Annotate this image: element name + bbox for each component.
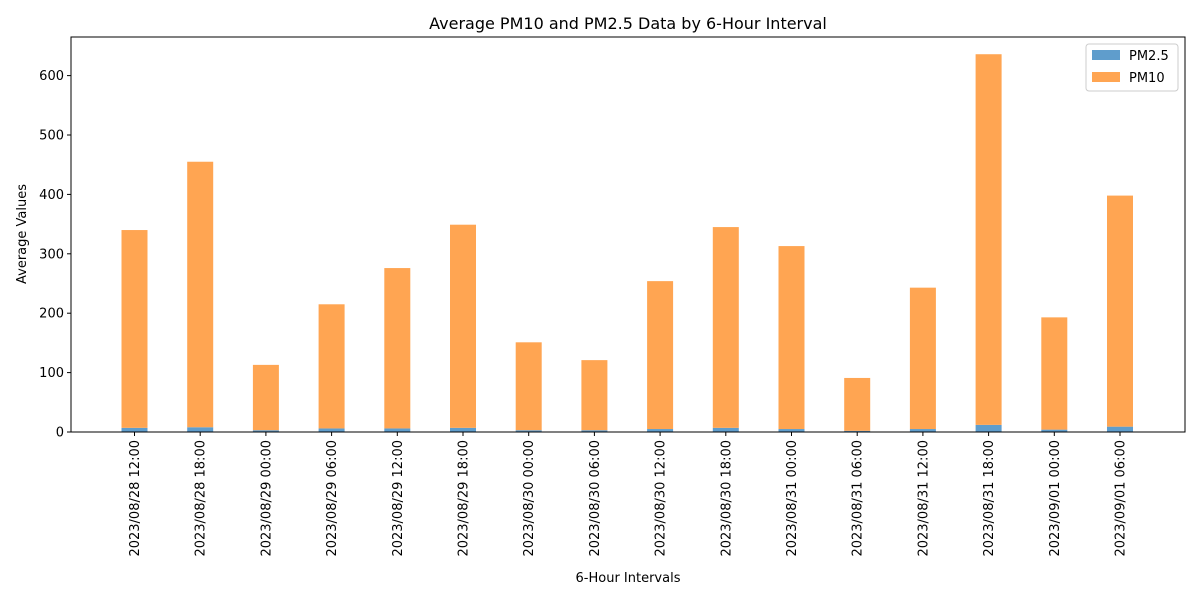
bar-pm25 <box>252 430 279 432</box>
x-tick-label: 2023/08/29 12:00 <box>391 440 406 557</box>
bar-pm25 <box>581 430 608 432</box>
x-axis-label: 6-Hour Intervals <box>576 571 681 586</box>
bar-pm10 <box>1041 317 1068 430</box>
legend-swatch-pm10 <box>1092 72 1120 82</box>
bar-pm10 <box>844 377 871 431</box>
y-tick-label: 500 <box>39 129 64 144</box>
legend-label-pm10: PM10 <box>1129 71 1165 86</box>
x-tick-label: 2023/08/28 18:00 <box>194 440 209 557</box>
x-tick-label: 2023/09/01 00:00 <box>1048 440 1063 557</box>
y-axis-ticks: 0 100 200 300 400 500 600 <box>39 69 71 441</box>
bar-pm10 <box>975 54 1002 425</box>
bar-pm25 <box>121 427 148 432</box>
x-tick-label: 2023/08/31 00:00 <box>785 440 800 557</box>
chart-title: Average PM10 and PM2.5 Data by 6-Hour In… <box>429 14 827 33</box>
bar-pm25 <box>1041 429 1068 432</box>
bar-pm25 <box>1107 426 1133 432</box>
bar-pm25 <box>778 429 805 432</box>
x-axis-ticks: 2023/08/28 12:00 2023/08/28 18:00 2023/08/… <box>128 432 1129 557</box>
bar-pm10 <box>318 304 345 429</box>
x-tick-label: 2023/08/31 12:00 <box>916 440 931 557</box>
x-tick-label: 2023/08/30 12:00 <box>654 440 669 557</box>
bar-pm10 <box>252 364 279 431</box>
x-tick-label: 2023/09/01 06:00 <box>1114 440 1129 557</box>
x-tick-label: 2023/08/29 18:00 <box>457 440 472 557</box>
legend-label-pm25: PM2.5 <box>1129 49 1169 64</box>
bar-pm25 <box>844 430 871 432</box>
bar-pm25 <box>975 424 1002 432</box>
bar-pm25 <box>909 429 936 432</box>
bars-group <box>121 54 1133 432</box>
x-tick-label: 2023/08/29 06:00 <box>325 440 340 557</box>
x-tick-label: 2023/08/30 18:00 <box>719 440 734 557</box>
legend-swatch-pm25 <box>1092 50 1120 60</box>
bar-pm10 <box>187 161 214 428</box>
y-axis-label: Average Values <box>15 184 30 284</box>
bar-pm25 <box>647 429 674 432</box>
y-tick-label: 200 <box>39 307 64 322</box>
x-tick-label: 2023/08/31 18:00 <box>982 440 997 557</box>
bar-pm10 <box>581 360 608 431</box>
bar-pm25 <box>712 427 739 432</box>
y-tick-label: 300 <box>39 247 64 262</box>
bar-pm10 <box>450 224 476 428</box>
bar-pm10 <box>647 281 674 430</box>
x-tick-label: 2023/08/28 12:00 <box>128 440 143 557</box>
x-tick-label: 2023/08/30 00:00 <box>522 440 537 557</box>
bar-pm25 <box>187 427 214 432</box>
x-tick-label: 2023/08/31 06:00 <box>851 440 866 557</box>
bar-pm10 <box>712 227 739 428</box>
bar-pm10 <box>1107 195 1133 427</box>
bar-pm10 <box>515 342 542 431</box>
y-tick-label: 400 <box>39 188 64 203</box>
bar-pm10 <box>778 246 805 430</box>
plot-frame <box>70 36 1186 433</box>
bar-pm10 <box>909 287 936 430</box>
bar-pm25 <box>318 428 345 432</box>
y-tick-label: 0 <box>56 426 64 441</box>
bar-pm10 <box>121 230 148 428</box>
bar-pm25 <box>384 428 411 432</box>
bar-pm25 <box>515 430 542 432</box>
y-tick-label: 100 <box>39 366 64 381</box>
bar-pm10 <box>384 268 411 429</box>
legend: PM2.5 PM10 <box>1085 43 1179 92</box>
y-tick-label: 600 <box>39 69 64 84</box>
x-tick-label: 2023/08/29 00:00 <box>259 440 274 557</box>
x-tick-label: 2023/08/30 06:00 <box>588 440 603 557</box>
bar-pm25 <box>450 427 476 432</box>
